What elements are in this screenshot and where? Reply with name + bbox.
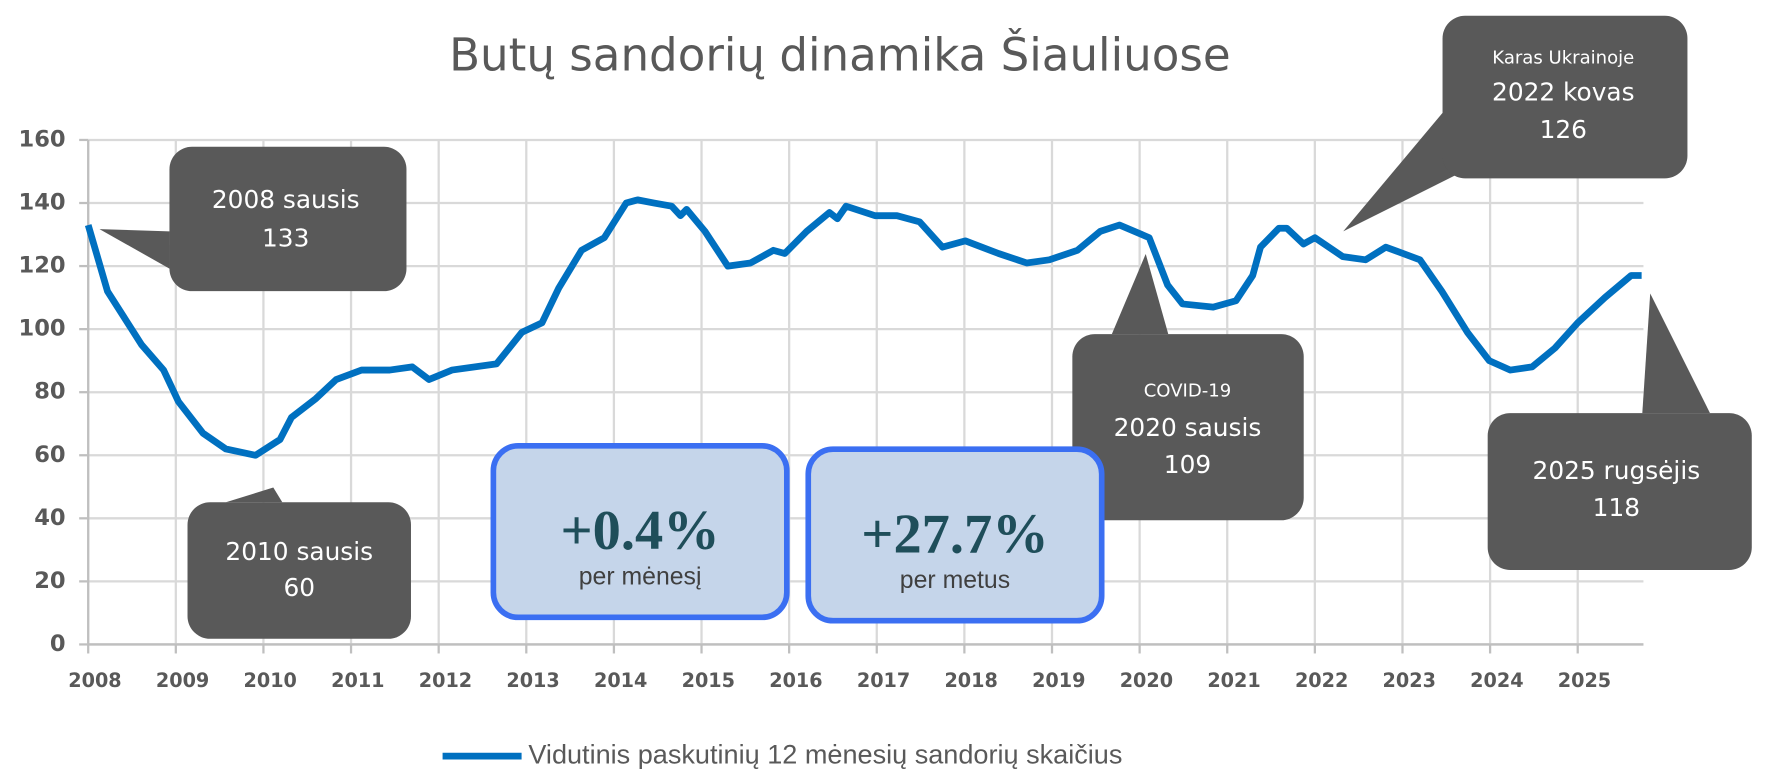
y-tick-label: 80 — [34, 379, 65, 405]
stat-label: per mėnesį — [579, 563, 702, 590]
x-tick-label: 2021 — [1207, 669, 1260, 692]
y-tick-label: 40 — [34, 505, 65, 531]
y-tick-label: 120 — [19, 253, 66, 279]
callout-pointer — [1111, 253, 1169, 335]
callout-text: 2020 sausis — [1114, 413, 1262, 442]
stat-box: +0.4%per mėnesį — [490, 442, 790, 621]
callout: 2025 rugsėjis 118 — [1487, 293, 1752, 570]
callout: Karas Ukrainoje 2022 kovas 126 — [1343, 15, 1688, 232]
callout-pointer — [1642, 293, 1711, 414]
callout-text: 109 — [1164, 450, 1211, 479]
stat-box: +27.7%per metus — [805, 446, 1105, 624]
y-tick-label: 140 — [19, 190, 66, 216]
callout-text: 133 — [262, 223, 309, 252]
stat-background — [805, 446, 1105, 624]
callout-text: 126 — [1540, 115, 1587, 144]
stat-background — [490, 442, 790, 621]
x-tick-label: 2024 — [1470, 669, 1523, 692]
stat-label: per metus — [900, 567, 1010, 594]
x-tick-label: 2023 — [1383, 669, 1436, 692]
x-tick-label: 2014 — [594, 669, 647, 692]
y-tick-label: 0 — [50, 631, 66, 657]
callout: 2010 sausis 60 — [187, 487, 411, 639]
y-tick-label: 160 — [19, 126, 66, 152]
stat-value: +0.4% — [561, 500, 720, 562]
callout-note: COVID-19 — [1144, 381, 1232, 402]
x-tick-label: 2010 — [244, 669, 297, 692]
x-tick-label: 2008 — [68, 669, 121, 692]
x-tick-label: 2013 — [506, 669, 559, 692]
callout-text: 60 — [283, 573, 315, 602]
callout: COVID-19 2020 sausis 109 — [1072, 253, 1304, 521]
x-tick-label: 2022 — [1295, 669, 1348, 692]
callout-pointer — [1343, 112, 1468, 232]
callout: 2008 sausis 133 — [99, 146, 407, 292]
x-tick-label: 2015 — [682, 669, 735, 692]
stat-value: +27.7% — [861, 503, 1048, 565]
legend-label: Vidutinis paskutinių 12 mėnesių sandorių… — [528, 738, 1122, 769]
chart-title: Butų sandorių dinamika Šiauliuose — [449, 29, 1230, 82]
callout-pointer — [225, 487, 283, 503]
callout-text: 2008 sausis — [212, 185, 360, 214]
callout-text: 118 — [1593, 493, 1640, 522]
x-tick-label: 2025 — [1558, 669, 1611, 692]
x-tick-label: 2020 — [1120, 669, 1173, 692]
y-tick-label: 60 — [34, 442, 65, 468]
x-tick-label: 2012 — [419, 669, 472, 692]
callout-text: 2022 kovas — [1492, 78, 1635, 107]
callout-box — [1487, 413, 1752, 570]
callout-box — [1442, 15, 1688, 179]
x-tick-label: 2018 — [944, 669, 997, 692]
x-tick-label: 2011 — [331, 669, 384, 692]
callout-box — [169, 146, 407, 292]
x-tick-label: 2017 — [857, 669, 910, 692]
data-line — [84, 196, 1642, 459]
y-tick-label: 20 — [34, 568, 65, 594]
x-tick-label: 2019 — [1032, 669, 1085, 692]
callout-text: 2010 sausis — [225, 537, 373, 566]
y-tick-label: 100 — [19, 316, 66, 342]
callout-note: Karas Ukrainoje — [1492, 48, 1634, 69]
callout-box — [1072, 334, 1304, 521]
callout-text: 2025 rugsėjis — [1533, 456, 1701, 485]
x-tick-label: 2009 — [156, 669, 209, 692]
callout-pointer — [99, 229, 170, 269]
x-tick-label: 2016 — [769, 669, 822, 692]
callout-box — [187, 502, 411, 639]
